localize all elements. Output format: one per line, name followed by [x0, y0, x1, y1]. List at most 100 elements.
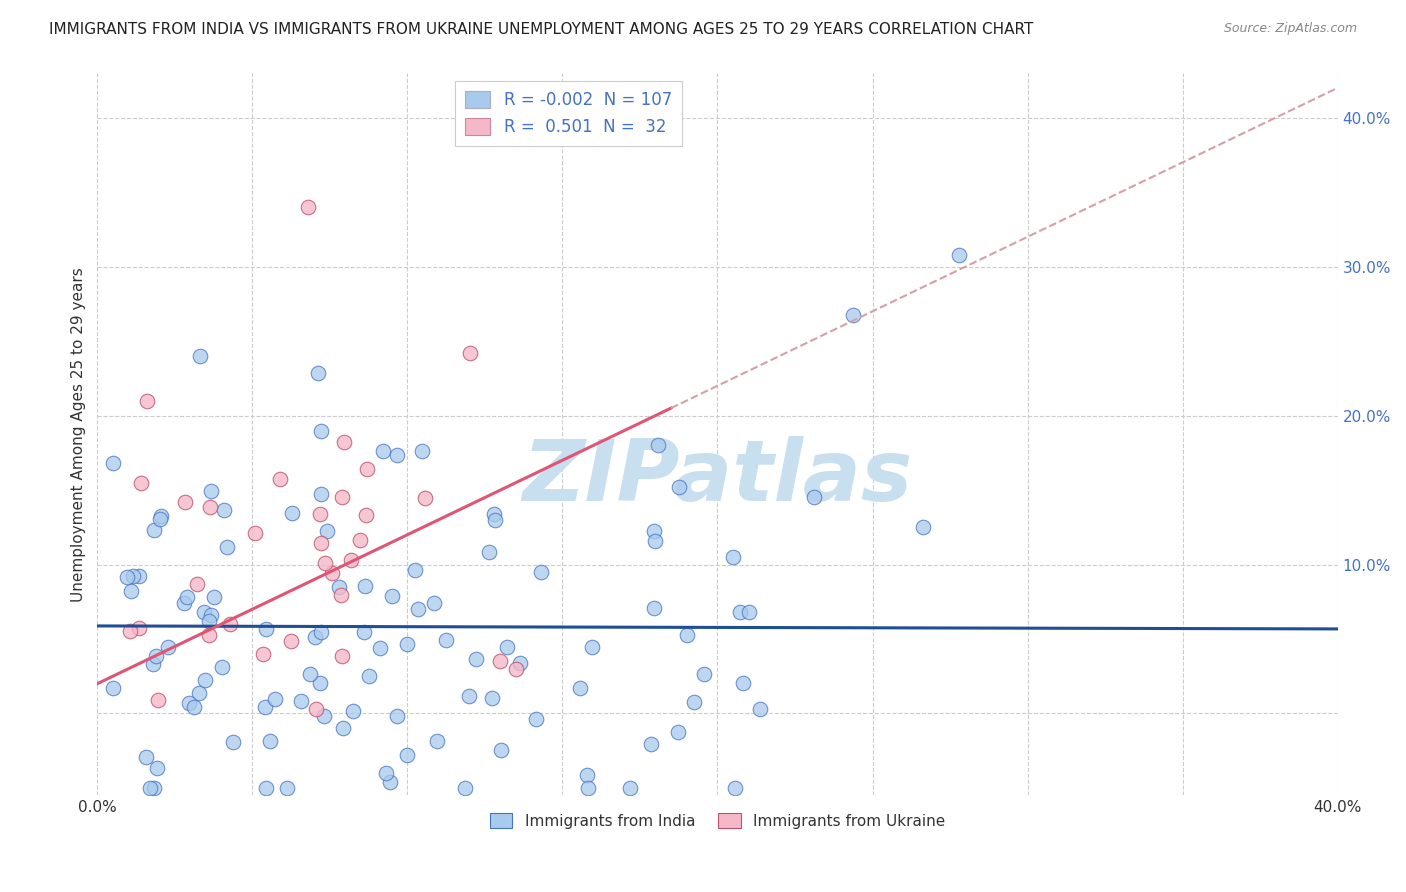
- Point: [524, 712, 547, 726]
- Point: [353, 579, 375, 593]
- Point: [311, 624, 333, 639]
- Point: [243, 526, 266, 541]
- Point: [738, 606, 761, 620]
- Y-axis label: Unemployment Among Ages 25 to 29 years: Unemployment Among Ages 25 to 29 years: [72, 267, 86, 601]
- Point: [290, 693, 312, 707]
- Point: [385, 448, 408, 462]
- Point: [675, 628, 697, 642]
- Point: [314, 556, 336, 570]
- Point: [148, 692, 170, 706]
- Point: [569, 681, 592, 695]
- Point: [254, 780, 277, 795]
- Point: [269, 472, 291, 486]
- Point: [333, 435, 356, 450]
- Point: [129, 475, 152, 490]
- Point: [145, 649, 167, 664]
- Point: [332, 721, 354, 735]
- Point: [305, 702, 328, 716]
- Point: [121, 569, 143, 583]
- Point: [342, 704, 364, 718]
- Point: [211, 660, 233, 674]
- Point: [647, 438, 669, 452]
- Point: [373, 443, 395, 458]
- Point: [176, 590, 198, 604]
- Point: [482, 507, 505, 521]
- Point: [644, 534, 666, 549]
- Point: [280, 633, 302, 648]
- Point: [194, 673, 217, 688]
- Point: [381, 590, 404, 604]
- Point: [316, 524, 339, 538]
- Text: ZIPatlas: ZIPatlas: [523, 436, 912, 519]
- Point: [340, 553, 363, 567]
- Point: [149, 512, 172, 526]
- Point: [200, 607, 222, 622]
- Point: [454, 780, 477, 795]
- Point: [120, 583, 142, 598]
- Point: [142, 523, 165, 537]
- Point: [215, 540, 238, 554]
- Point: [150, 508, 173, 523]
- Point: [309, 676, 332, 690]
- Point: [912, 520, 935, 534]
- Point: [254, 700, 277, 714]
- Point: [259, 733, 281, 747]
- Point: [304, 630, 326, 644]
- Point: [619, 780, 641, 795]
- Point: [395, 637, 418, 651]
- Point: [139, 780, 162, 795]
- Point: [312, 708, 335, 723]
- Point: [457, 689, 479, 703]
- Point: [136, 393, 159, 408]
- Point: [728, 606, 751, 620]
- Point: [330, 649, 353, 664]
- Point: [357, 669, 380, 683]
- Point: [378, 775, 401, 789]
- Point: [193, 605, 215, 619]
- Point: [280, 506, 302, 520]
- Point: [464, 651, 486, 665]
- Point: [188, 349, 211, 363]
- Point: [408, 602, 430, 616]
- Point: [145, 761, 167, 775]
- Point: [434, 632, 457, 647]
- Point: [309, 487, 332, 501]
- Point: [668, 480, 690, 494]
- Point: [509, 656, 531, 670]
- Point: [354, 508, 377, 522]
- Point: [186, 576, 208, 591]
- Point: [683, 695, 706, 709]
- Point: [309, 536, 332, 550]
- Point: [484, 512, 506, 526]
- Point: [496, 640, 519, 655]
- Point: [198, 614, 221, 628]
- Point: [330, 491, 353, 505]
- Point: [842, 308, 865, 322]
- Point: [460, 346, 482, 360]
- Point: [396, 747, 419, 762]
- Point: [666, 724, 689, 739]
- Legend: Immigrants from India, Immigrants from Ukraine: Immigrants from India, Immigrants from U…: [484, 806, 952, 835]
- Point: [297, 200, 319, 214]
- Point: [328, 580, 350, 594]
- Point: [276, 780, 298, 795]
- Point: [177, 696, 200, 710]
- Point: [724, 780, 747, 795]
- Point: [477, 545, 499, 559]
- Point: [375, 766, 398, 780]
- Point: [128, 569, 150, 583]
- Point: [733, 676, 755, 690]
- Point: [128, 621, 150, 635]
- Point: [413, 491, 436, 505]
- Point: [173, 494, 195, 508]
- Point: [948, 248, 970, 262]
- Point: [307, 367, 329, 381]
- Point: [173, 596, 195, 610]
- Point: [135, 750, 157, 764]
- Point: [263, 692, 285, 706]
- Point: [404, 563, 426, 577]
- Point: [481, 690, 503, 705]
- Point: [411, 444, 433, 458]
- Point: [723, 550, 745, 565]
- Point: [222, 735, 245, 749]
